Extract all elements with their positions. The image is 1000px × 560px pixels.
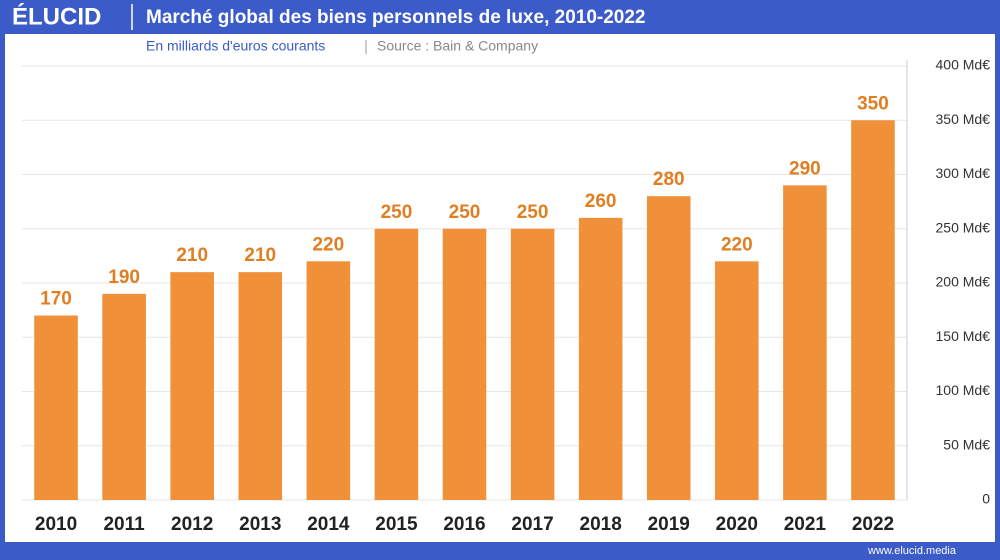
x-tick-label: 2022	[852, 514, 894, 535]
x-tick-label: 2012	[171, 514, 213, 535]
brand: ÉLUCID	[12, 2, 101, 30]
bar	[442, 228, 487, 500]
y-tick-label: 250 Md€	[936, 219, 991, 235]
chart-subtitle: En milliards d'euros courants	[146, 38, 325, 54]
value-label: 290	[789, 158, 821, 179]
footer: www.elucid.media	[867, 545, 957, 557]
x-tick-label: 2010	[35, 514, 77, 535]
x-tick-label: 2019	[648, 514, 690, 535]
bar	[374, 228, 419, 500]
y-tick-label: 200 Md€	[936, 274, 991, 290]
bar	[238, 272, 283, 500]
bar	[715, 261, 759, 500]
x-tick-label: 2013	[239, 514, 281, 535]
value-label: 250	[381, 202, 413, 223]
bar	[646, 196, 691, 500]
chart-title: Marché global des biens personnels de lu…	[146, 7, 645, 28]
value-label: 260	[585, 191, 617, 212]
x-tick-label: 2011	[103, 514, 145, 535]
y-tick-label: 50 Md€	[943, 436, 990, 452]
value-label: 220	[721, 234, 753, 255]
bar	[578, 217, 623, 500]
bar	[170, 272, 214, 500]
bar	[783, 185, 827, 500]
chart-source: Source : Bain & Company	[377, 38, 538, 54]
value-label: 280	[653, 169, 685, 190]
value-label: 170	[40, 289, 72, 310]
x-tick-label: 2018	[580, 514, 622, 535]
value-label: 210	[176, 245, 208, 266]
value-label: 210	[244, 245, 276, 266]
value-label: 350	[857, 93, 889, 114]
x-tick-label: 2020	[716, 514, 758, 535]
y-tick-label: 150 Md€	[936, 328, 991, 344]
value-label: 190	[108, 267, 140, 288]
y-tick-label: 0	[982, 491, 990, 507]
canvas	[5, 34, 995, 542]
bar	[851, 120, 895, 500]
bar	[306, 261, 351, 500]
bar	[34, 315, 78, 500]
value-label: 250	[517, 202, 549, 223]
x-tick-label: 2021	[784, 514, 827, 535]
x-tick-label: 2015	[375, 514, 418, 535]
y-tick-label: 400 Md€	[936, 57, 991, 73]
x-tick-label: 2016	[443, 514, 485, 535]
x-tick-label: 2017	[511, 514, 553, 535]
value-label: 220	[312, 234, 344, 255]
y-tick-label: 350 Md€	[936, 111, 991, 127]
bar	[102, 293, 146, 500]
x-tick-label: 2014	[307, 514, 350, 535]
value-label: 250	[449, 202, 481, 223]
y-tick-label: 300 Md€	[936, 165, 991, 181]
y-tick-label: 100 Md€	[936, 382, 991, 398]
bar	[510, 228, 555, 500]
